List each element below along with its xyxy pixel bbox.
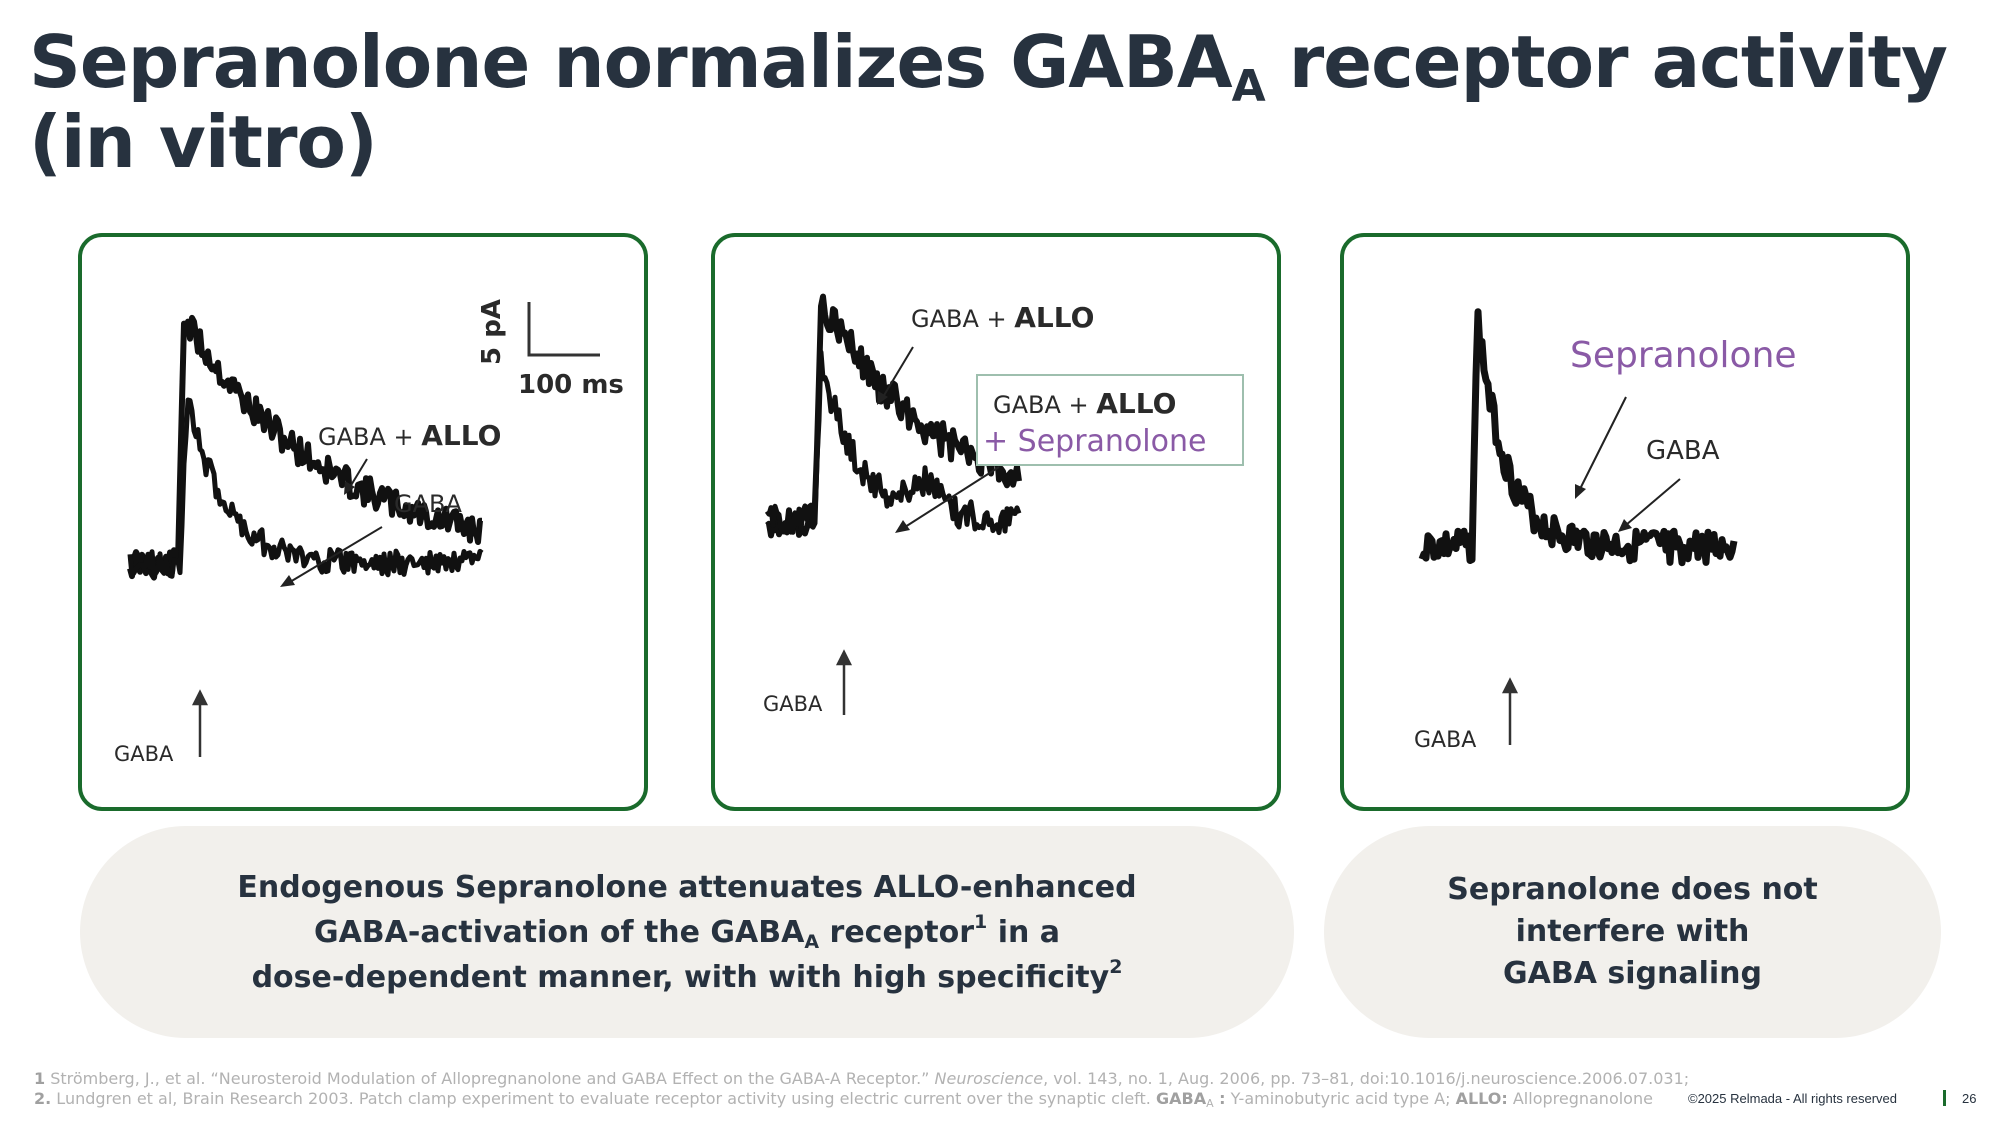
trace-figure-3: Sepranolone GABA GABA bbox=[1414, 308, 1797, 753]
label-sepranolone: Sepranolone bbox=[1570, 335, 1797, 376]
footer-divider bbox=[1943, 1090, 1946, 1106]
gaba-application-arrow bbox=[835, 649, 853, 715]
label-gaba-allo: GABA + ALLO bbox=[911, 301, 1094, 334]
label-gaba: GABA bbox=[1646, 436, 1720, 466]
trace-gaba bbox=[127, 397, 484, 579]
arrow-label-gaba: GABA bbox=[114, 742, 174, 766]
caption-allo-attenuation: Endogenous Sepranolone attenuates ALLO-e… bbox=[80, 826, 1294, 1038]
trace-gaba-sepranolone bbox=[1418, 308, 1738, 567]
footnote-2: 2. Lundgren et al, Brain Research 2003. … bbox=[34, 1089, 1653, 1110]
arrow-label-gaba: GABA bbox=[1414, 728, 1476, 753]
gaba-application-arrow bbox=[191, 689, 209, 757]
box-label-sepranolone: + Sepranolone bbox=[983, 424, 1206, 459]
trace-panel-sepranolone: Sepranolone GABA GABA bbox=[1340, 233, 1910, 811]
scale-x-label: 100 ms bbox=[518, 370, 624, 400]
box-label-gaba-allo: GABA + ALLO bbox=[993, 387, 1176, 420]
trace-gaba-allo bbox=[127, 314, 483, 581]
copyright: ©2025 Relmada - All rights reserved bbox=[1688, 1091, 1898, 1106]
label-gaba-allo: GABA + ALLO bbox=[318, 419, 501, 452]
label-gaba: GABA bbox=[394, 490, 462, 518]
caption-gaba-signaling: Sepranolone does not interfere with GABA… bbox=[1324, 826, 1941, 1038]
arrow-label-gaba: GABA bbox=[763, 692, 823, 716]
scale-y-label: 5 pA bbox=[477, 299, 507, 365]
trace-gaba-allo-sepranolone bbox=[764, 349, 1022, 536]
trace-figure-2: GABA + ALLO GABA + ALLO + Sepranolone GA… bbox=[763, 293, 1244, 716]
page-title: Sepranolone normalizes GABAA receptor ac… bbox=[29, 20, 1948, 184]
trace-panel-gaba-allo: 5 pA 100 ms GABA + ALLO GABA GABA bbox=[78, 233, 648, 811]
scale-bar bbox=[527, 302, 600, 357]
footnote-1: 1 Strömberg, J., et al. “Neurosteroid Mo… bbox=[34, 1069, 1690, 1088]
trace-figure-1: 5 pA 100 ms GABA + ALLO GABA GABA bbox=[114, 299, 624, 766]
page-number: 26 bbox=[1962, 1091, 1977, 1106]
sepranolone-label-box bbox=[976, 374, 1244, 466]
gaba-application-arrow bbox=[1501, 677, 1519, 745]
trace-panel-allo-sepranolone: GABA + ALLO GABA + ALLO + Sepranolone GA… bbox=[711, 233, 1281, 811]
